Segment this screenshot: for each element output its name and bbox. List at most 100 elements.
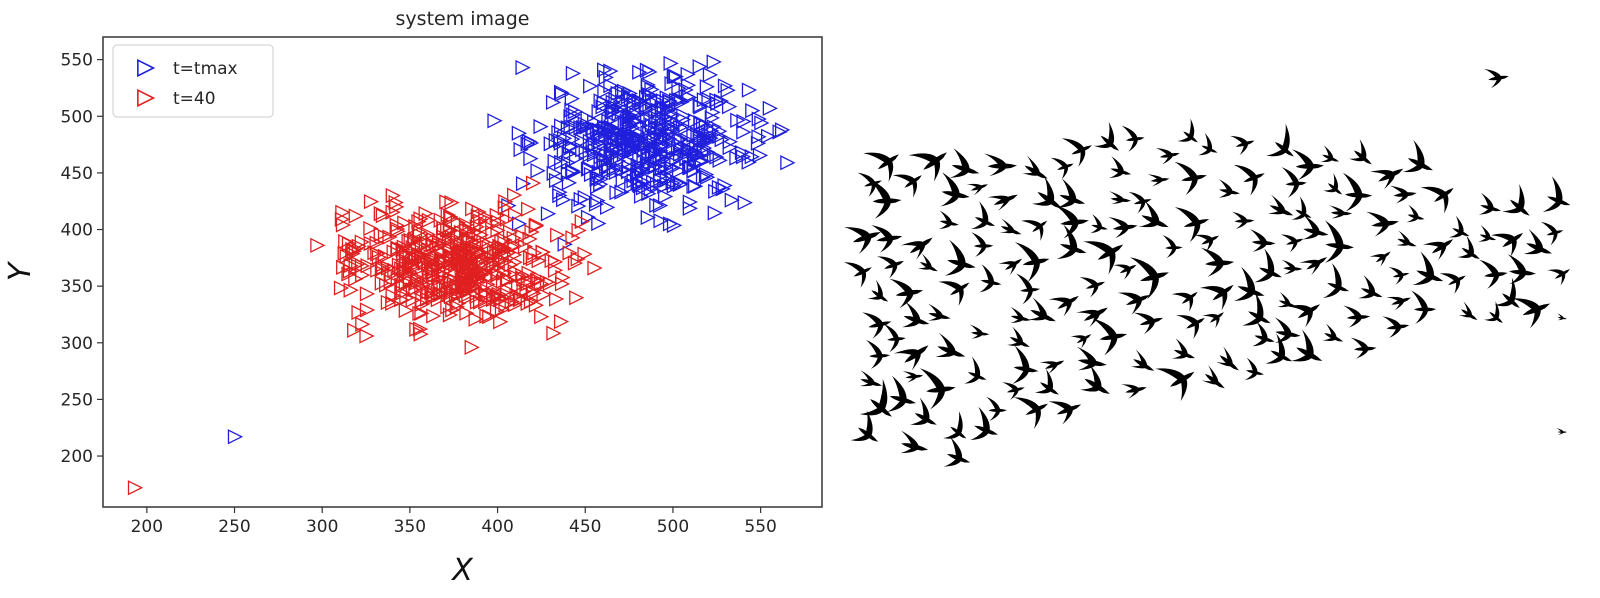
bird-silhouette: [970, 406, 999, 441]
data-point: [682, 137, 698, 153]
data-point: [609, 184, 625, 201]
data-point: [418, 205, 434, 222]
data-point: [528, 218, 544, 234]
bird-silhouette: [1324, 220, 1354, 263]
series-0: [227, 54, 796, 445]
data-point: [449, 299, 466, 315]
data-point: [414, 238, 431, 254]
data-point: [577, 116, 593, 132]
bird-silhouette: [1128, 191, 1152, 214]
data-point: [692, 98, 708, 114]
bird-silhouette: [1266, 123, 1294, 157]
bird-silhouette: [1322, 323, 1344, 342]
data-point: [493, 314, 509, 330]
data-point: [616, 147, 633, 163]
bird-silhouette: [1120, 384, 1147, 399]
data-point: [597, 83, 613, 99]
data-point: [606, 160, 623, 176]
data-point: [643, 113, 659, 129]
bird-silhouette: [940, 172, 970, 207]
bird-silhouette: [1113, 264, 1137, 280]
data-point: [663, 55, 679, 72]
bird-silhouette: [1117, 292, 1151, 315]
data-point: [577, 246, 593, 262]
data-point: [421, 284, 437, 300]
data-point: [735, 149, 752, 165]
data-point: [659, 147, 675, 163]
data-point: [359, 286, 376, 302]
data-point: [498, 253, 514, 270]
data-point: [762, 100, 778, 117]
x-tick-label: 450: [569, 517, 601, 537]
data-point: [707, 205, 723, 221]
bird-silhouette: [883, 323, 906, 353]
data-point: [580, 209, 597, 225]
data-point: [363, 220, 379, 237]
data-point: [481, 249, 497, 265]
data-point: [523, 151, 539, 167]
data-point: [704, 110, 721, 126]
bird-silhouette: [1274, 317, 1301, 344]
data-point: [333, 280, 350, 296]
data-point: [525, 283, 541, 299]
bird-silhouette: [1129, 257, 1169, 300]
bird-silhouette: [1021, 220, 1048, 241]
data-point: [593, 176, 609, 192]
bird-silhouette: [902, 371, 924, 383]
data-point: [464, 339, 480, 355]
bird-silhouette: [1267, 194, 1294, 216]
legend-label-t40: t=40: [173, 89, 216, 109]
data-point: [620, 136, 636, 152]
data-point: [712, 128, 728, 145]
data-point: [553, 84, 570, 100]
bird-silhouette: [1370, 168, 1404, 190]
bird-silhouette: [1048, 401, 1082, 425]
data-point: [460, 230, 476, 246]
data-point: [523, 250, 539, 266]
bird-silhouette: [1322, 263, 1350, 299]
bird-silhouette: [943, 411, 967, 439]
data-point: [588, 196, 605, 212]
data-point: [463, 268, 480, 284]
bird-silhouette: [900, 430, 929, 454]
bird-silhouette: [1448, 215, 1470, 238]
data-point: [412, 305, 428, 322]
data-point: [744, 149, 760, 165]
y-axis: 200 250 300 350 400 450 500 550: [61, 51, 103, 467]
data-point: [473, 227, 490, 243]
data-point: [620, 164, 637, 180]
data-point: [494, 301, 511, 318]
bird-silhouette: [910, 397, 937, 425]
bird-silhouette: [1054, 205, 1089, 239]
bird-silhouette: [1386, 296, 1411, 311]
data-point: [414, 305, 430, 321]
bird-silhouette: [1358, 275, 1383, 299]
data-point: [520, 136, 536, 152]
data-point: [425, 288, 441, 304]
data-point: [570, 251, 586, 267]
data-points: [127, 54, 796, 496]
bird-silhouette: [1291, 196, 1312, 220]
data-point: [473, 249, 489, 265]
bird-silhouette: [1299, 257, 1328, 276]
data-point: [564, 91, 580, 107]
bird-silhouette: [1194, 234, 1220, 252]
series-1: [127, 175, 603, 496]
data-point: [720, 82, 736, 98]
data-point: [729, 150, 745, 166]
data-point: [426, 271, 442, 287]
data-point: [598, 123, 614, 139]
data-point: [507, 264, 524, 280]
data-point: [706, 119, 722, 135]
bird-silhouette: [1302, 215, 1329, 240]
data-point: [673, 92, 689, 108]
data-point: [336, 259, 352, 275]
data-point: [700, 169, 716, 185]
bird-silhouette: [844, 227, 881, 254]
data-point: [617, 114, 633, 131]
bird-silhouette: [850, 410, 879, 442]
data-point: [628, 130, 644, 146]
data-point: [654, 146, 671, 163]
data-point: [543, 136, 559, 152]
